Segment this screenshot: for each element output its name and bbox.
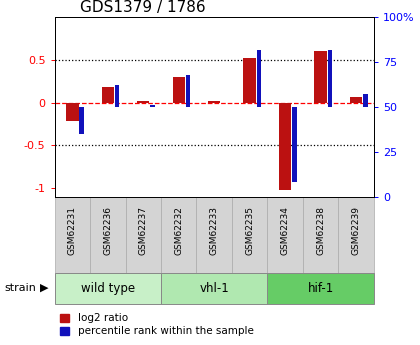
Text: GSM62233: GSM62233 [210, 206, 219, 255]
Bar [232, 197, 268, 273]
Bar [137, 101, 150, 103]
Bar [328, 50, 332, 107]
Text: GSM62234: GSM62234 [281, 206, 290, 255]
Bar [339, 197, 374, 273]
Bar [115, 86, 119, 107]
Bar [55, 197, 90, 273]
Text: wild type: wild type [81, 282, 135, 295]
Bar [268, 273, 374, 304]
Bar [279, 103, 291, 190]
Bar [161, 197, 197, 273]
Bar [350, 97, 362, 103]
Text: GDS1379 / 1786: GDS1379 / 1786 [80, 0, 206, 15]
Text: strain: strain [4, 283, 36, 293]
Text: GSM62237: GSM62237 [139, 206, 148, 255]
Text: GSM62236: GSM62236 [103, 206, 112, 255]
Text: GSM62238: GSM62238 [316, 206, 325, 255]
Bar [55, 273, 161, 304]
Bar [244, 58, 256, 103]
Bar [79, 107, 84, 134]
Bar [126, 197, 161, 273]
Bar [150, 105, 155, 107]
Bar [186, 75, 190, 107]
Bar [161, 273, 268, 304]
Text: ▶: ▶ [40, 283, 48, 293]
Bar [173, 77, 185, 103]
Text: vhl-1: vhl-1 [200, 282, 229, 295]
Text: GSM62235: GSM62235 [245, 206, 254, 255]
Legend: log2 ratio, percentile rank within the sample: log2 ratio, percentile rank within the s… [60, 313, 253, 336]
Bar [257, 50, 261, 107]
Bar [90, 197, 126, 273]
Text: hif-1: hif-1 [307, 282, 334, 295]
Text: GSM62231: GSM62231 [68, 206, 77, 255]
Bar [197, 197, 232, 273]
Bar [66, 103, 79, 121]
Bar [268, 197, 303, 273]
Bar [363, 95, 368, 107]
Text: GSM62232: GSM62232 [174, 206, 183, 255]
Bar [292, 107, 297, 182]
Text: GSM62239: GSM62239 [352, 206, 360, 255]
Bar [208, 101, 221, 103]
Bar [315, 51, 327, 103]
Bar [102, 87, 114, 103]
Bar [303, 197, 339, 273]
